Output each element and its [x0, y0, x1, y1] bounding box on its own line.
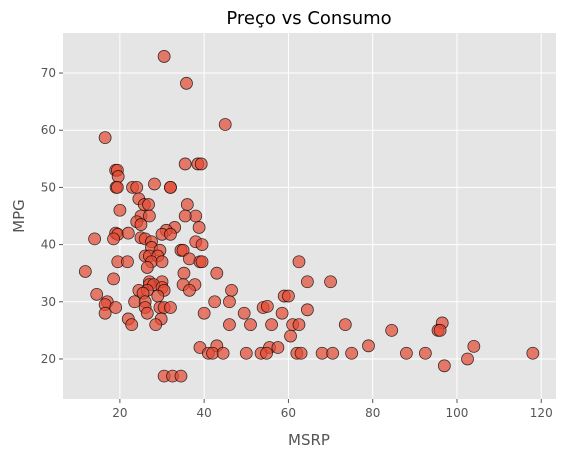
- data-point: [125, 318, 139, 332]
- data-point: [98, 306, 112, 320]
- y-axis-label: MPG: [10, 199, 28, 233]
- data-point: [400, 346, 413, 360]
- data-point: [149, 318, 163, 332]
- data-point: [178, 209, 192, 223]
- data-point: [88, 232, 102, 246]
- data-point: [265, 318, 278, 332]
- data-point: [107, 232, 120, 246]
- data-points: [78, 50, 540, 383]
- data-point: [195, 255, 209, 269]
- data-point: [210, 266, 224, 280]
- data-point: [326, 346, 340, 360]
- data-point: [223, 318, 236, 332]
- data-point: [157, 50, 171, 63]
- data-point: [113, 203, 127, 217]
- data-point: [134, 218, 148, 231]
- data-point: [223, 295, 236, 309]
- data-point: [216, 346, 230, 360]
- data-point: [178, 157, 192, 171]
- data-point: [192, 221, 206, 234]
- data-point: [195, 238, 209, 251]
- data-point: [140, 306, 154, 320]
- data-point: [437, 359, 451, 373]
- data-point: [177, 266, 191, 280]
- data-point: [244, 318, 257, 332]
- data-point: [385, 323, 399, 337]
- data-point: [121, 255, 134, 269]
- data-point: [176, 243, 190, 257]
- data-point: [148, 177, 161, 191]
- data-point: [164, 301, 177, 314]
- data-point: [271, 341, 285, 354]
- data-point: [208, 295, 222, 309]
- data-point: [107, 272, 120, 286]
- data-point: [194, 157, 208, 171]
- data-point: [294, 346, 308, 360]
- data-point: [142, 198, 155, 211]
- data-point: [183, 252, 196, 266]
- y-axis-ticks: 20 30 40 50 60 70: [41, 66, 63, 366]
- data-point: [174, 369, 188, 383]
- data-point: [282, 289, 295, 303]
- data-point: [164, 181, 177, 194]
- data-point: [275, 306, 289, 320]
- y-tick-label: 50: [41, 180, 56, 194]
- x-axis-ticks: 20 40 60 80 100 120: [112, 399, 553, 420]
- data-point: [292, 318, 306, 332]
- data-point: [140, 261, 154, 274]
- data-point: [345, 346, 359, 360]
- x-tick-label: 40: [197, 406, 212, 420]
- x-tick-label: 20: [112, 406, 127, 420]
- x-tick-label: 80: [365, 406, 380, 420]
- y-tick-label: 40: [41, 238, 56, 252]
- data-point: [110, 181, 124, 194]
- data-point: [461, 352, 474, 366]
- data-point: [292, 255, 306, 269]
- data-point: [433, 323, 447, 337]
- data-point: [90, 287, 104, 301]
- data-point: [78, 265, 92, 278]
- data-point: [111, 170, 125, 183]
- data-point: [180, 76, 193, 90]
- x-tick-label: 120: [530, 406, 553, 420]
- data-point: [164, 227, 177, 241]
- x-tick-label: 100: [446, 406, 469, 420]
- data-point: [324, 275, 337, 289]
- data-point: [121, 226, 135, 240]
- x-axis-label: MSRP: [288, 431, 330, 449]
- data-point: [197, 306, 211, 320]
- data-point: [183, 283, 196, 297]
- y-tick-label: 60: [41, 123, 56, 137]
- data-point: [109, 301, 123, 314]
- data-point: [142, 209, 156, 223]
- data-point: [418, 346, 432, 360]
- y-tick-label: 20: [41, 352, 56, 366]
- data-point: [467, 339, 481, 353]
- data-point: [98, 131, 112, 145]
- data-point: [218, 118, 232, 131]
- data-point: [225, 283, 238, 297]
- data-point: [526, 346, 540, 360]
- data-point: [151, 289, 165, 303]
- data-point: [180, 198, 194, 211]
- data-point: [260, 299, 274, 313]
- data-point: [338, 318, 352, 332]
- data-point: [239, 346, 253, 360]
- data-point: [260, 346, 273, 360]
- x-tick-label: 60: [281, 406, 296, 420]
- chart-title: Preço vs Consumo: [226, 8, 391, 29]
- data-point: [300, 275, 314, 289]
- y-tick-label: 70: [41, 66, 56, 80]
- data-point: [155, 255, 169, 269]
- data-point: [362, 339, 375, 353]
- y-tick-label: 30: [41, 295, 56, 309]
- data-point: [284, 329, 297, 343]
- data-point: [130, 181, 144, 194]
- data-point: [300, 303, 314, 317]
- data-point: [237, 306, 251, 320]
